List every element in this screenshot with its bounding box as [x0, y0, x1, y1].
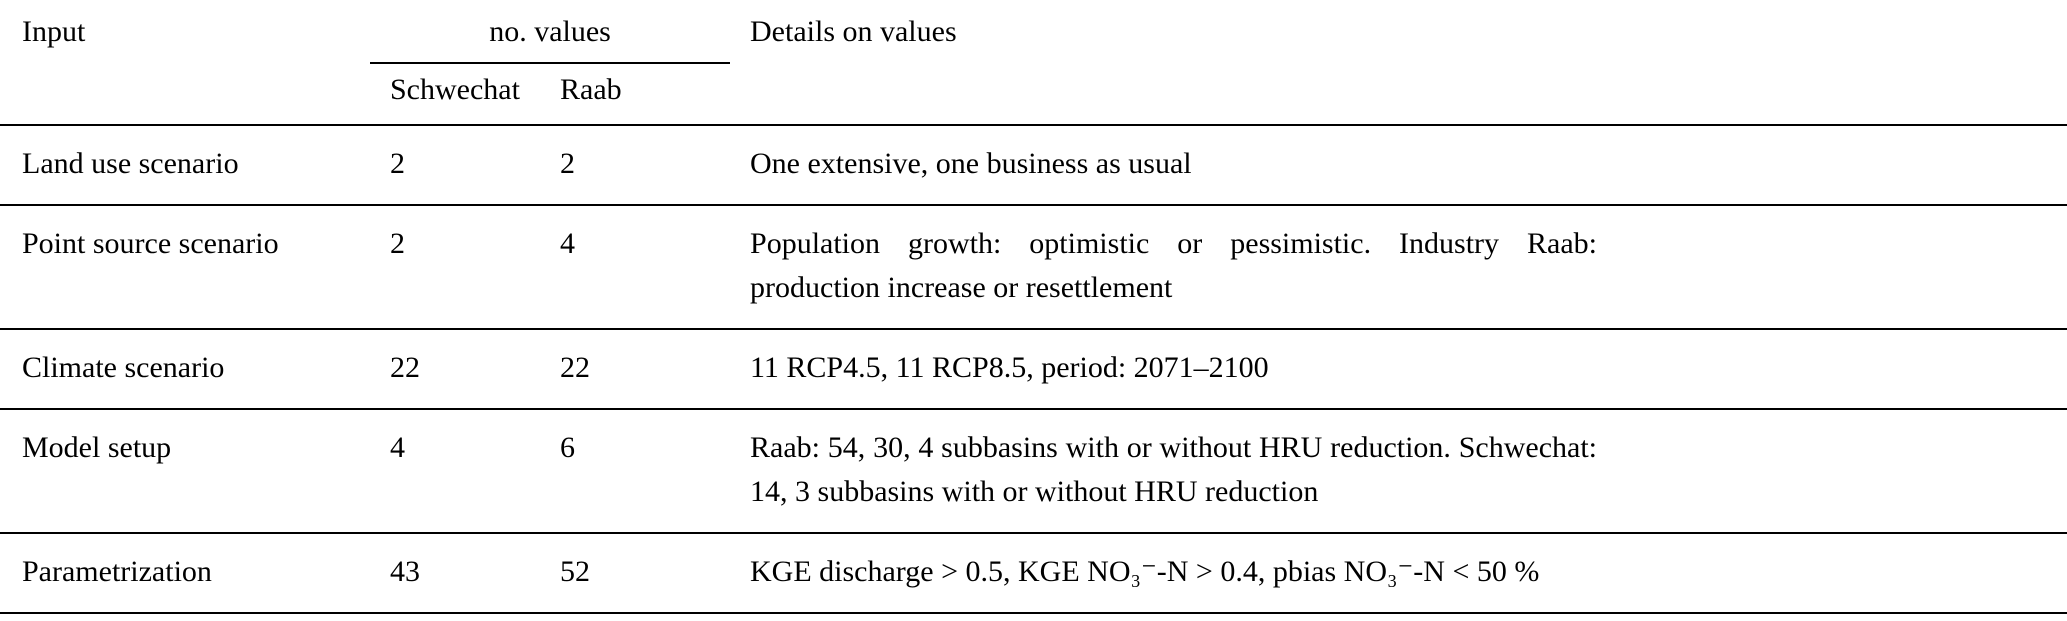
schwechat-value: 2	[370, 125, 540, 206]
header-row-basins: Schwechat Raab	[0, 63, 2067, 126]
header-empty-input	[0, 63, 370, 126]
table-row-climate: Climate scenario 22 22 11 RCP4.5, 11 RCP…	[0, 329, 2067, 410]
input-cell: Climate scenario	[0, 329, 370, 410]
header-row-spanner: Input no. values Details on values	[0, 0, 2067, 64]
header-schwechat: Schwechat	[370, 63, 540, 126]
raab-value: 6	[540, 409, 731, 534]
raab-value: 2	[540, 125, 731, 206]
details-cell: KGE discharge > 0.5, KGE NO₃⁻-N > 0.4, p…	[730, 533, 2067, 614]
header-no-values: no. values	[370, 0, 731, 64]
schwechat-value: 43	[370, 533, 540, 614]
raab-value: 22	[540, 329, 731, 410]
details-cell: Population growth: optimistic or pessimi…	[730, 205, 2067, 330]
details-cell: One extensive, one business as usual	[730, 125, 2067, 206]
table-row-point-source: Point source scenario 2 4 Population gro…	[0, 205, 2067, 330]
schwechat-value: 4	[370, 409, 540, 534]
details-cell: 11 RCP4.5, 11 RCP8.5, period: 2071–2100	[730, 329, 2067, 410]
header-raab: Raab	[540, 63, 731, 126]
schwechat-value: 22	[370, 329, 540, 410]
input-cell: Parametrization	[0, 533, 370, 614]
raab-value: 52	[540, 533, 731, 614]
schwechat-value: 2	[370, 205, 540, 330]
table-row-land-use: Land use scenario 2 2 One extensive, one…	[0, 125, 2067, 206]
raab-value: 4	[540, 205, 731, 330]
table-row-parametrization: Parametrization 43 52 KGE discharge > 0.…	[0, 533, 2067, 614]
table-row-model-setup: Model setup 4 6 Raab: 54, 30, 4 subbasin…	[0, 409, 2067, 534]
input-cell: Model setup	[0, 409, 370, 534]
details-cell: Raab: 54, 30, 4 subbasins with or withou…	[730, 409, 2067, 534]
input-cell: Land use scenario	[0, 125, 370, 206]
header-details: Details on values	[750, 15, 957, 48]
header-input: Input	[22, 15, 86, 48]
input-cell: Point source scenario	[0, 205, 370, 330]
header-empty-details	[730, 63, 2067, 126]
